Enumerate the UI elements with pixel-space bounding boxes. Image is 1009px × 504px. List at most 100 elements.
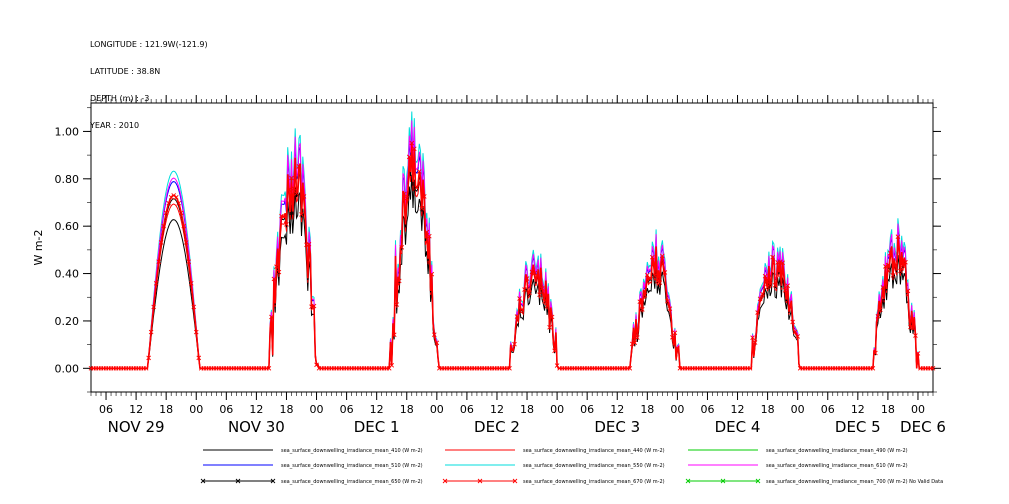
latitude-label: LATITUDE : 38.8N <box>90 67 161 76</box>
series-marker <box>512 341 517 347</box>
series-marker <box>391 332 397 338</box>
series-marker <box>767 281 773 287</box>
legend-label-4: sea_surface_downwelling_irradiance_mean_… <box>523 463 665 469</box>
series-marker <box>186 259 192 264</box>
x-tick-label: 06 <box>99 403 113 416</box>
series-marker <box>752 340 758 345</box>
longitude-label: LONGITUDE : 121.9W(-121.9) <box>90 40 208 49</box>
series-marker <box>394 302 400 307</box>
legend-label-7: sea_surface_downwelling_irradiance_mean_… <box>523 479 665 485</box>
series-marker <box>675 346 680 351</box>
legend-marker <box>270 478 276 484</box>
series-line-4 <box>91 111 933 369</box>
series-marker <box>411 146 417 152</box>
depth-label: DEPTH (m) : -3 <box>90 94 150 103</box>
series-marker <box>183 240 189 245</box>
series-marker <box>547 324 552 330</box>
x-tick-label: 00 <box>791 403 805 416</box>
series-line-2 <box>91 142 933 369</box>
series-marker <box>790 319 795 325</box>
series-marker <box>271 276 277 282</box>
y-tick-label: 0.00 <box>55 362 80 375</box>
series-marker <box>426 233 432 239</box>
series-marker <box>672 330 678 336</box>
series-marker <box>404 195 410 201</box>
series-marker <box>306 241 312 247</box>
x-tick-label: 12 <box>490 403 504 416</box>
series-marker <box>406 154 412 160</box>
series-marker <box>667 306 673 311</box>
series-line-5 <box>91 120 933 369</box>
legend-label-1: sea_surface_downwelling_irradiance_mean_… <box>523 448 665 454</box>
series-marker <box>527 290 532 296</box>
series-marker <box>782 287 788 293</box>
series-marker <box>655 278 660 284</box>
series-marker <box>775 260 780 265</box>
series-marker <box>166 200 172 206</box>
x-tick-label: 12 <box>370 403 384 416</box>
legend-marker <box>477 478 483 484</box>
series-marker <box>670 335 675 340</box>
series-marker <box>665 298 670 304</box>
series-marker <box>915 351 921 356</box>
series-marker <box>910 325 916 331</box>
series-marker <box>163 210 169 216</box>
series-marker <box>509 347 515 353</box>
y-tick-label: 0.40 <box>55 268 80 281</box>
x-tick-label: 18 <box>279 403 293 416</box>
series-marker <box>657 280 663 285</box>
series-marker <box>642 292 648 298</box>
legend-marker <box>235 478 241 484</box>
series-marker <box>898 268 903 274</box>
series-marker <box>396 278 402 284</box>
series-marker <box>269 314 274 320</box>
series-marker <box>930 365 936 371</box>
series-marker <box>266 365 272 371</box>
series-marker <box>429 271 435 277</box>
x-tick-label: 00 <box>670 403 684 416</box>
series-marker <box>905 288 911 294</box>
series-marker <box>534 273 540 279</box>
series-marker <box>883 264 888 269</box>
series-marker <box>660 253 665 259</box>
series-marker <box>314 362 319 368</box>
series-marker <box>662 270 668 275</box>
series-marker <box>785 283 790 289</box>
series-marker <box>389 363 395 368</box>
legend-label-5: sea_surface_downwelling_irradiance_mean_… <box>766 463 908 469</box>
series-marker <box>795 334 800 339</box>
series-marker <box>893 263 898 268</box>
series-marker <box>878 307 883 312</box>
series-line-7 <box>91 142 933 370</box>
series-marker <box>632 340 638 346</box>
x-tick-label: 00 <box>430 403 444 416</box>
legend-label-3: sea_surface_downwelling_irradiance_mean_… <box>281 463 423 469</box>
x-tick-label: 00 <box>310 403 324 416</box>
series-marker <box>755 310 760 315</box>
x-day-label: DEC 4 <box>715 418 761 436</box>
series-marker <box>414 185 420 190</box>
x-tick-label: 12 <box>129 403 143 416</box>
series-marker <box>552 348 557 354</box>
legend-label-6: sea_surface_downwelling_irradiance_mean_… <box>281 479 423 485</box>
series-marker <box>507 365 512 371</box>
series-marker <box>539 286 545 291</box>
legend-label-2: sea_surface_downwelling_irradiance_mean_… <box>766 448 908 454</box>
x-tick-label: 18 <box>400 403 414 416</box>
series-marker <box>143 365 149 371</box>
legend: sea_surface_downwelling_irradiance_mean_… <box>200 448 943 485</box>
x-tick-label: 06 <box>340 403 354 416</box>
x-tick-label: 00 <box>550 403 564 416</box>
series-marker <box>747 365 753 371</box>
series-marker <box>401 191 407 197</box>
labels-layer: 06 12 18 00 06 12 18 00 06 12 18 00 06 12 18 00 06 12 18 00… <box>32 125 946 436</box>
series-marker <box>903 259 908 265</box>
series-marker <box>549 314 555 320</box>
series-marker <box>421 194 427 199</box>
x-tick-label: 06 <box>821 403 835 416</box>
x-day-label: NOV 29 <box>108 418 165 436</box>
series-marker <box>537 292 542 297</box>
series-marker <box>416 169 422 174</box>
series-marker <box>908 324 913 330</box>
series-marker <box>637 299 643 305</box>
